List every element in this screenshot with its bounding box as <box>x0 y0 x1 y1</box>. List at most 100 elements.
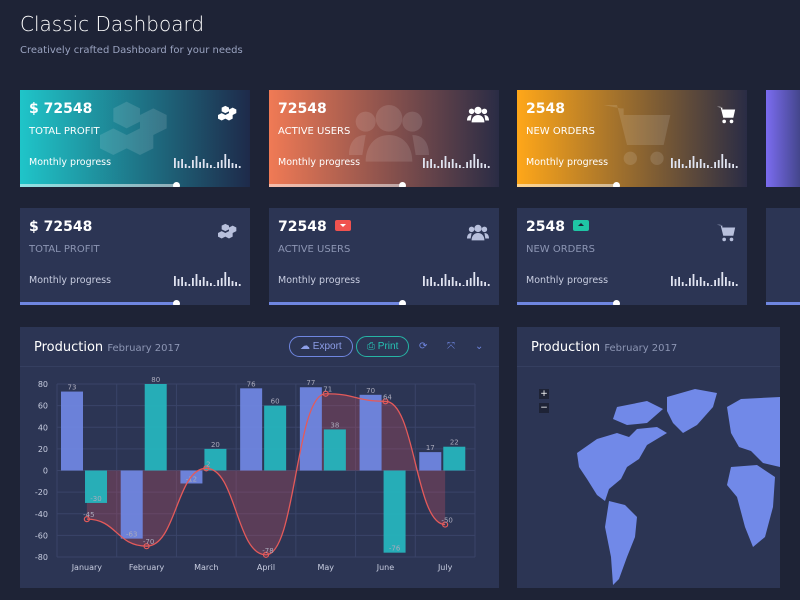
spark-bar <box>448 162 450 168</box>
spark-bar <box>195 156 198 168</box>
world-map[interactable] <box>517 367 780 588</box>
spark-bar <box>721 272 724 286</box>
data-label: 22 <box>450 439 459 447</box>
progress-bar <box>517 302 616 305</box>
spark-bar <box>455 163 458 168</box>
spark-bar <box>441 278 443 286</box>
spark-bar <box>235 282 237 286</box>
bar <box>85 470 107 503</box>
data-label: -30 <box>90 495 101 503</box>
expand-icon[interactable]: ⤧ <box>447 341 455 352</box>
x-tick-label: July <box>437 563 453 572</box>
spark-bar <box>717 278 720 286</box>
data-label: -70 <box>143 538 154 546</box>
progress-handle[interactable] <box>612 182 620 187</box>
spark-bar <box>699 277 702 286</box>
cart-icon <box>715 104 737 126</box>
print-button[interactable]: ⎙ Print <box>356 336 410 357</box>
progress-handle[interactable] <box>173 300 181 305</box>
spark-bar <box>224 272 227 286</box>
spark-bar <box>735 284 738 286</box>
spark-bar <box>487 284 490 286</box>
spark-bar <box>725 159 727 168</box>
stat-value: 2548 <box>526 101 565 117</box>
spark-bar <box>448 280 450 286</box>
bar <box>359 394 382 471</box>
spark-bar <box>469 160 472 168</box>
stat-card: 2548 NEW ORDERS Monthly progress <box>517 90 747 187</box>
stat-value: $ 72548 <box>29 101 93 117</box>
spark-bar <box>430 159 432 168</box>
spark-bar <box>195 274 198 286</box>
x-tick-label: April <box>257 563 275 572</box>
spark-bar <box>220 160 223 168</box>
spark-bar <box>707 165 709 168</box>
spark-bar <box>728 281 731 286</box>
sparkline <box>174 272 241 286</box>
trend-down-badge <box>334 219 351 231</box>
spark-bar <box>217 162 219 168</box>
series-area <box>86 393 446 555</box>
zoom-out-button[interactable]: − <box>539 403 549 413</box>
bar <box>240 388 263 471</box>
progress-label: Monthly progress <box>526 157 609 168</box>
stat-label: NEW ORDERS <box>526 244 595 255</box>
sparkline <box>423 272 490 286</box>
data-label: -76 <box>389 545 401 553</box>
spark-bar <box>703 163 706 168</box>
spark-bar <box>177 161 180 168</box>
spark-bar <box>692 274 695 286</box>
spark-bar <box>466 162 468 168</box>
progress-handle[interactable] <box>399 300 407 305</box>
stat-card: $ 72548 TOTAL PROFIT Monthly progress <box>20 208 250 305</box>
x-tick-label: March <box>194 563 218 572</box>
spark-bar <box>480 281 483 286</box>
spark-bar <box>199 280 201 286</box>
spark-bar <box>433 164 436 168</box>
spark-bar <box>477 159 479 168</box>
chevron-down-icon[interactable]: ⌄ <box>475 341 484 352</box>
spark-bar <box>426 161 429 168</box>
y-tick-label: -80 <box>35 553 48 562</box>
spark-bar <box>681 164 684 168</box>
spark-bar <box>217 280 219 286</box>
progress-handle[interactable] <box>612 300 620 305</box>
refresh-icon[interactable]: ⟳ <box>419 341 428 352</box>
spark-bar <box>210 165 212 168</box>
spark-bar <box>188 166 191 168</box>
progress-bar <box>517 184 616 187</box>
data-label: 20 <box>211 441 220 449</box>
progress-handle[interactable] <box>173 182 181 187</box>
data-label: -63 <box>126 531 137 539</box>
bar <box>264 405 287 471</box>
spark-bar <box>192 160 194 168</box>
spark-bar <box>423 158 425 168</box>
spark-bar <box>466 280 468 286</box>
spark-bar <box>184 164 187 168</box>
panel-date: February 2017 <box>107 343 181 354</box>
stat-label: TOTAL PROFIT <box>29 244 100 255</box>
data-label: 38 <box>330 421 339 429</box>
data-label: 80 <box>151 376 160 384</box>
data-label: 64 <box>383 393 392 401</box>
stat-value: 72548 <box>278 101 327 117</box>
users-icon <box>467 222 489 244</box>
line-point <box>203 465 210 472</box>
spark-bar <box>725 277 727 286</box>
zoom-in-button[interactable]: + <box>539 389 549 399</box>
cubes-icon-watermark <box>100 95 180 175</box>
data-label: 17 <box>426 444 435 452</box>
x-tick-label: May <box>317 563 334 572</box>
production-chart: 80 60 40 20 0 -20 -40 -60 -80 73 -63 -12 76 77 70 17 -30… <box>35 376 476 572</box>
spark-bar <box>206 281 209 286</box>
spark-bar <box>231 163 234 168</box>
progress-handle[interactable] <box>399 182 407 187</box>
line-point <box>83 516 90 523</box>
y-tick-label: -60 <box>35 531 48 540</box>
export-button[interactable]: ☁ Export <box>289 336 353 357</box>
data-label: -45 <box>83 511 94 519</box>
spark-bar <box>444 156 447 168</box>
spark-bar <box>235 164 237 168</box>
progress-bar <box>269 184 403 187</box>
spark-bar <box>732 282 734 286</box>
